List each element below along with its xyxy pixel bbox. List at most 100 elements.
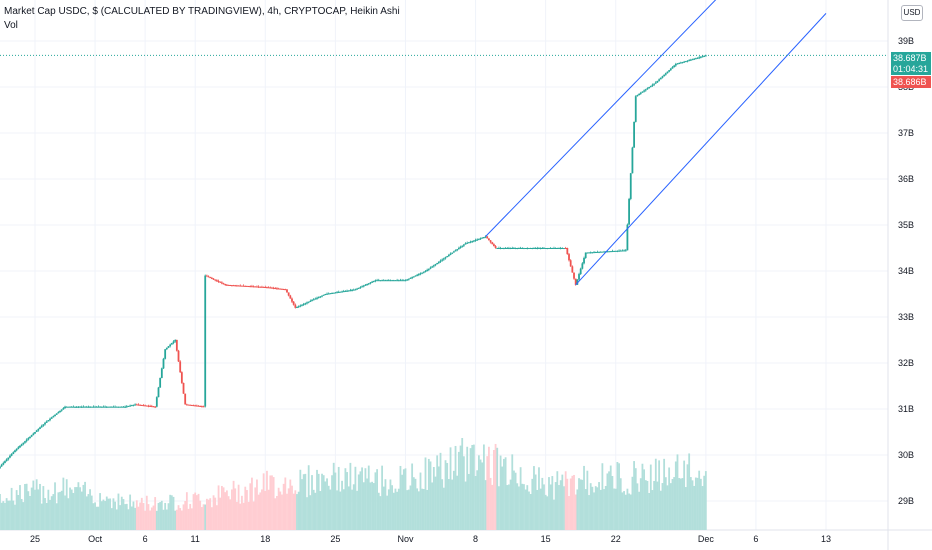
candle-body	[169, 344, 172, 347]
candle-body	[167, 346, 170, 348]
volume-bar	[359, 471, 362, 530]
candle-body	[64, 406, 66, 409]
candle-body	[219, 281, 222, 283]
candle-body	[436, 262, 439, 265]
candle-body	[45, 421, 48, 423]
volume-bar	[264, 490, 267, 530]
candle-body	[584, 252, 587, 258]
volume-bar	[441, 479, 444, 530]
volume-indicator-label[interactable]: Vol	[4, 20, 18, 31]
volume-bar	[633, 461, 635, 530]
candle-body	[162, 358, 165, 369]
x-tick-label: 18	[260, 534, 270, 544]
volume-bar	[35, 479, 38, 530]
volume-bar	[573, 474, 575, 530]
volume-bar	[231, 489, 233, 530]
candle-body	[306, 302, 308, 304]
symbol-title[interactable]: Market Cap USDC, $ (CALCULATED BY TRADIN…	[4, 6, 400, 17]
candle-body	[573, 272, 575, 279]
volume-bar	[34, 489, 36, 530]
volume-bar	[274, 498, 277, 530]
volume-bar	[366, 478, 368, 530]
volume-bar	[47, 489, 50, 530]
candle-body	[616, 250, 619, 252]
volume-bar	[314, 492, 317, 530]
candle-body	[477, 238, 480, 240]
candle-body	[381, 280, 384, 282]
volume-bar	[209, 498, 212, 530]
volume-bar	[499, 455, 502, 530]
volume-bar	[67, 498, 70, 530]
volume-bar	[431, 482, 434, 530]
volume-bar	[376, 469, 378, 530]
candle-body	[624, 250, 627, 252]
volume-bar	[249, 483, 252, 530]
candle-body	[596, 251, 599, 253]
candle-body	[631, 147, 634, 174]
candle-body	[349, 290, 352, 292]
volume-bar	[65, 479, 68, 530]
volume-bar	[37, 489, 40, 530]
candle-body	[563, 248, 565, 249]
volume-bar	[40, 503, 43, 530]
volume-bar	[215, 505, 218, 530]
candle-body	[621, 250, 624, 252]
volume-bar	[12, 500, 15, 530]
candle-body	[474, 239, 477, 241]
candle-body	[47, 420, 50, 422]
candle-body	[531, 248, 534, 249]
candle-body	[277, 288, 280, 290]
volume-bar	[32, 480, 35, 530]
candle-body	[367, 283, 370, 285]
candle-body	[122, 406, 125, 408]
volume-bar	[483, 444, 485, 530]
candle-body	[144, 405, 147, 407]
volume-bar	[536, 489, 539, 530]
candle-body	[528, 248, 530, 249]
volume-bar	[689, 477, 692, 530]
volume-bar	[210, 507, 213, 530]
candle-body	[508, 248, 510, 249]
candle-body	[599, 251, 602, 253]
volume-bar	[130, 506, 133, 530]
candle-body	[40, 425, 43, 428]
candle-body	[25, 439, 28, 442]
volume-bar	[127, 509, 130, 530]
y-tick-label: 36B	[898, 174, 914, 184]
candle-body	[105, 406, 108, 408]
candle-body	[629, 173, 632, 199]
candle-body	[648, 87, 651, 89]
volume-bar	[267, 489, 270, 530]
candle-body	[259, 286, 262, 288]
volume-bar	[42, 486, 45, 530]
candle-body	[459, 246, 462, 248]
volume-bar	[279, 491, 282, 530]
volume-bar	[145, 495, 148, 530]
candle-body	[679, 62, 682, 64]
candle-body	[417, 274, 420, 276]
candle-body	[549, 248, 552, 249]
candle-body	[386, 280, 389, 282]
candle-body	[543, 248, 545, 249]
candle-body	[397, 280, 400, 282]
currency-button[interactable]: USD	[901, 5, 923, 21]
volume-bar	[449, 447, 452, 530]
prev-price-tag: 38.686B	[891, 76, 931, 88]
volume-bar	[604, 485, 607, 530]
candle-body	[215, 280, 218, 282]
y-tick-label: 35B	[898, 220, 914, 230]
candle-body	[581, 263, 584, 269]
candle-body	[197, 405, 200, 407]
candle-body	[14, 450, 16, 453]
volume-bar	[571, 475, 574, 530]
volume-bar	[663, 458, 666, 530]
candle-body	[658, 79, 661, 81]
volume-bar	[187, 508, 190, 530]
candle-body	[317, 297, 320, 299]
volume-bar	[386, 495, 389, 530]
volume-bar	[586, 470, 589, 530]
volume-bar	[297, 491, 300, 530]
x-tick-label: 6	[753, 534, 758, 544]
volume-bar	[371, 481, 373, 530]
